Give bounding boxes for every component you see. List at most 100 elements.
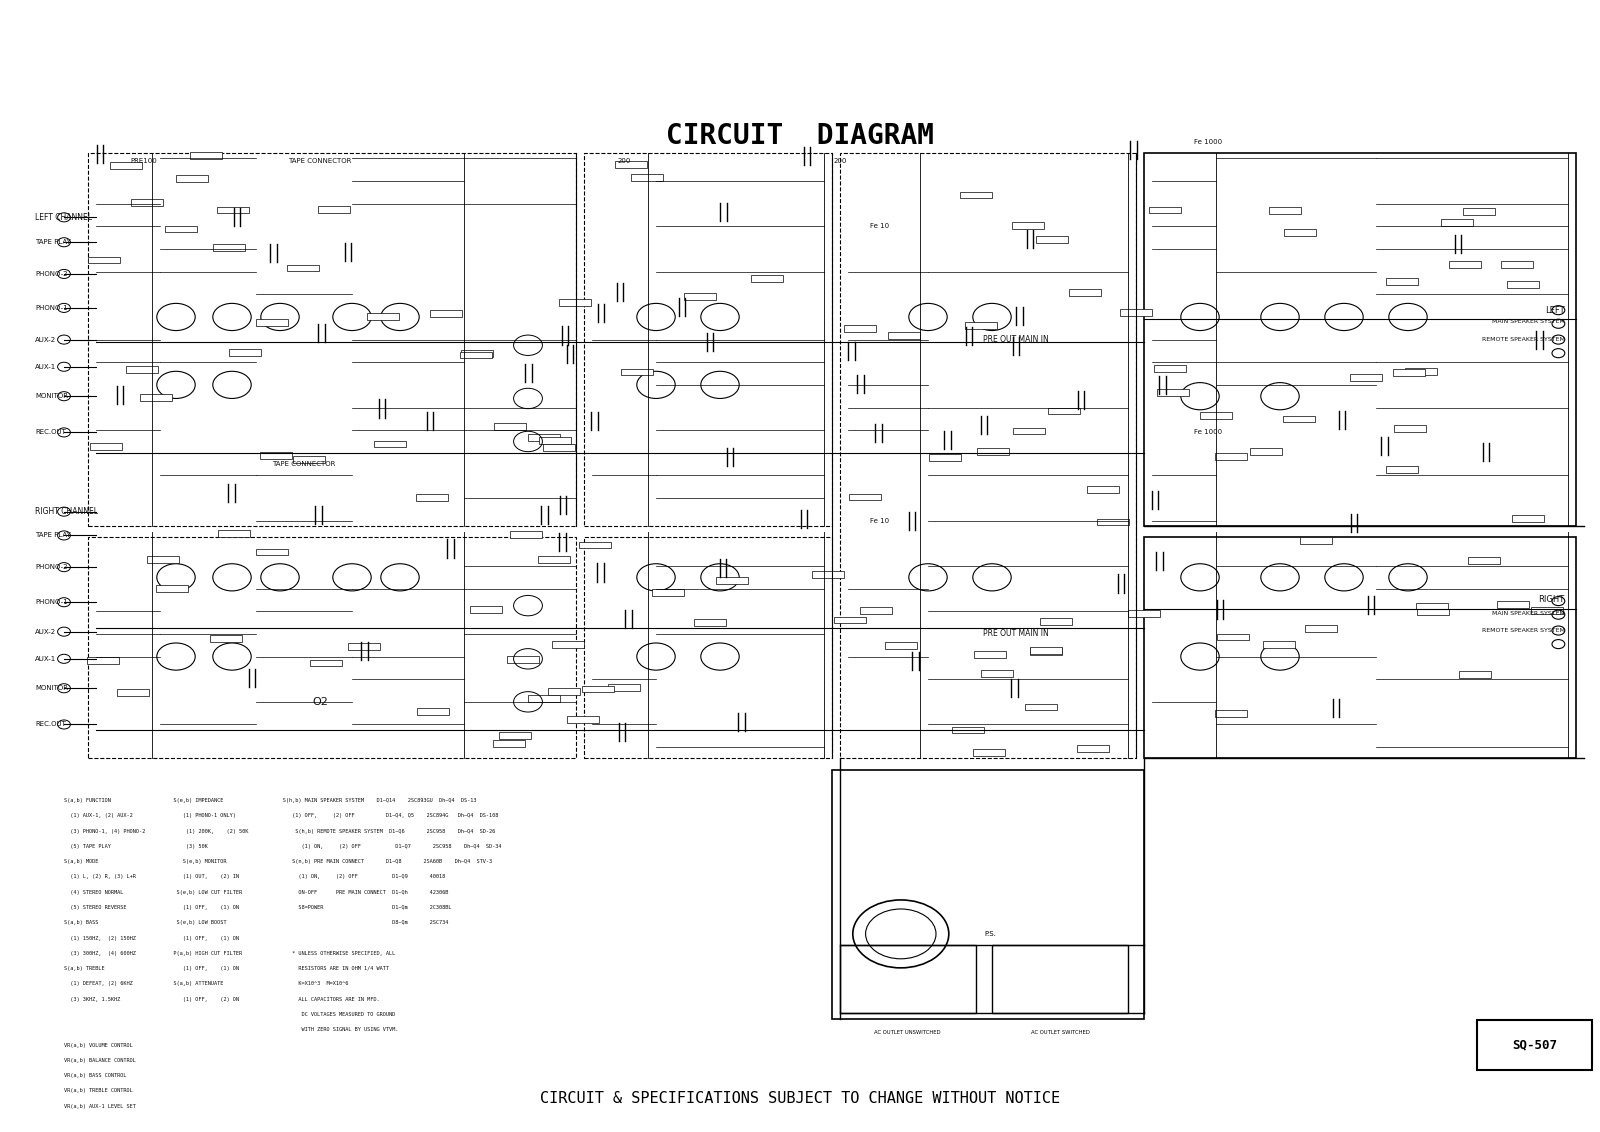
- Bar: [1077, 745, 1109, 752]
- Text: AUX-2: AUX-2: [35, 628, 56, 635]
- Bar: [616, 161, 648, 168]
- Bar: [1037, 235, 1069, 242]
- Bar: [126, 366, 158, 372]
- Bar: [840, 945, 976, 1013]
- Bar: [840, 153, 1136, 758]
- Text: REMOTE SPEAKER SYSTEM: REMOTE SPEAKER SYSTEM: [1482, 337, 1565, 342]
- Bar: [1216, 634, 1248, 641]
- Text: O2: O2: [312, 697, 328, 706]
- Bar: [88, 257, 120, 264]
- Bar: [1283, 415, 1315, 422]
- Bar: [416, 494, 448, 500]
- Text: VR(a,b) BASS CONTROL: VR(a,b) BASS CONTROL: [64, 1073, 126, 1078]
- Bar: [1030, 646, 1062, 653]
- Bar: [811, 572, 843, 578]
- Text: PRE OUT MAIN IN: PRE OUT MAIN IN: [982, 335, 1050, 344]
- Text: MONITOR: MONITOR: [35, 685, 69, 692]
- Bar: [1467, 557, 1499, 564]
- Bar: [507, 657, 539, 663]
- Text: (1) DEFEAT, (2) 6KHZ             S(a,b) ATTENUATE                        K=X10^3: (1) DEFEAT, (2) 6KHZ S(a,b) ATTENUATE K=…: [64, 981, 349, 986]
- Bar: [310, 660, 342, 667]
- Bar: [155, 585, 187, 592]
- Bar: [1462, 208, 1494, 215]
- Bar: [621, 369, 653, 376]
- Text: 200: 200: [834, 157, 846, 164]
- Bar: [210, 635, 242, 642]
- Bar: [368, 314, 400, 320]
- Text: (3) PHONO-1, (4) PHONO-2             (1) 200K,    (2) 50K               S(h,b) R: (3) PHONO-1, (4) PHONO-2 (1) 200K, (2) 5…: [64, 829, 496, 833]
- Bar: [1262, 641, 1294, 648]
- Bar: [131, 199, 163, 206]
- Bar: [1026, 704, 1058, 711]
- Bar: [608, 684, 640, 691]
- Bar: [1030, 649, 1062, 655]
- Bar: [1250, 448, 1282, 455]
- Bar: [318, 206, 350, 213]
- Bar: [1013, 428, 1045, 435]
- Bar: [459, 352, 491, 359]
- Bar: [850, 494, 882, 500]
- Bar: [974, 651, 1006, 658]
- Bar: [542, 444, 574, 451]
- Text: PRE100: PRE100: [131, 157, 157, 164]
- Bar: [510, 531, 542, 538]
- Bar: [538, 556, 570, 563]
- Bar: [461, 350, 493, 357]
- Text: AUX-2: AUX-2: [35, 336, 56, 343]
- Text: WITH ZERO SIGNAL BY USING VTVM.: WITH ZERO SIGNAL BY USING VTVM.: [64, 1028, 398, 1032]
- Text: DC VOLTAGES MEASURED TO GROUND: DC VOLTAGES MEASURED TO GROUND: [64, 1012, 395, 1017]
- Bar: [978, 448, 1010, 455]
- Text: PHONO-1: PHONO-1: [35, 599, 67, 606]
- Bar: [288, 265, 320, 272]
- Bar: [147, 556, 179, 563]
- Bar: [1069, 290, 1101, 297]
- Bar: [584, 537, 832, 758]
- Text: MAIN SPEAKER SYSTEM: MAIN SPEAKER SYSTEM: [1491, 319, 1565, 324]
- Bar: [1531, 607, 1563, 614]
- Bar: [90, 443, 122, 449]
- Text: CIRCUIT & SPECIFICATIONS SUBJECT TO CHANGE WITHOUT NOTICE: CIRCUIT & SPECIFICATIONS SUBJECT TO CHAN…: [539, 1090, 1061, 1106]
- Text: S(a,b) BASS                         S(e,b) LOW BOOST                            : S(a,b) BASS S(e,b) LOW BOOST: [64, 920, 448, 925]
- Bar: [584, 153, 832, 526]
- Bar: [110, 162, 142, 169]
- Bar: [1120, 309, 1152, 316]
- Text: S(a,b) FUNCTION                    S(e,b) IMPEDANCE                   S(h,b) MAI: S(a,b) FUNCTION S(e,b) IMPEDANCE S(h,b) …: [64, 798, 477, 803]
- Bar: [694, 619, 726, 626]
- Bar: [229, 350, 261, 357]
- Text: 200: 200: [618, 157, 630, 164]
- Bar: [88, 153, 576, 526]
- Text: VR(a,b) TREBLE CONTROL: VR(a,b) TREBLE CONTROL: [64, 1089, 133, 1094]
- Bar: [653, 589, 685, 595]
- Bar: [981, 670, 1013, 677]
- Text: RIGHT CHANNEL: RIGHT CHANNEL: [35, 507, 98, 516]
- Bar: [256, 549, 288, 556]
- Bar: [859, 607, 891, 614]
- Text: (1) AUX-1, (2) AUX-2                (1) PHONO-1 ONLY)                  (1) OFF, : (1) AUX-1, (2) AUX-2 (1) PHONO-1 ONLY) (…: [64, 813, 498, 818]
- Bar: [579, 541, 611, 548]
- Text: RIGHT: RIGHT: [1539, 595, 1565, 604]
- Text: Fe 1000: Fe 1000: [1194, 138, 1222, 145]
- Bar: [1496, 601, 1528, 608]
- Bar: [1144, 153, 1576, 526]
- Text: TAPE PLAY: TAPE PLAY: [35, 532, 70, 539]
- Text: AC OUTLET SWITCHED: AC OUTLET SWITCHED: [1032, 1030, 1090, 1035]
- Text: (3) 3KHZ, 1.5KHZ                    (1) OFF,    (2) ON                   ALL CAP: (3) 3KHZ, 1.5KHZ (1) OFF, (2) ON ALL CAP: [64, 997, 379, 1002]
- Bar: [834, 617, 866, 624]
- Text: AUX-1: AUX-1: [35, 655, 56, 662]
- Bar: [1386, 466, 1418, 473]
- Text: (1) 150HZ,  (2) 150HZ               (1) OFF,    (1) ON: (1) 150HZ, (2) 150HZ (1) OFF, (1) ON: [64, 935, 238, 941]
- Text: Fe 1000: Fe 1000: [1194, 429, 1222, 436]
- Text: VR(a,b) AUX-1 LEVEL SET: VR(a,b) AUX-1 LEVEL SET: [64, 1104, 136, 1108]
- Bar: [973, 749, 1005, 756]
- Text: S(a,b) MODE                           S(e,b) MONITOR                     S(n,b) : S(a,b) MODE S(e,b) MONITOR S(n,b): [64, 859, 493, 864]
- Bar: [470, 606, 502, 612]
- Bar: [1507, 281, 1539, 288]
- Bar: [632, 174, 664, 181]
- Bar: [752, 275, 784, 282]
- Text: AUX-1: AUX-1: [35, 363, 56, 370]
- Bar: [493, 740, 525, 747]
- Text: TAPE CONNECTOR: TAPE CONNECTOR: [288, 157, 352, 164]
- Text: VR(a,b) VOLUME CONTROL: VR(a,b) VOLUME CONTROL: [64, 1043, 133, 1047]
- Bar: [1098, 518, 1130, 525]
- Bar: [499, 732, 531, 739]
